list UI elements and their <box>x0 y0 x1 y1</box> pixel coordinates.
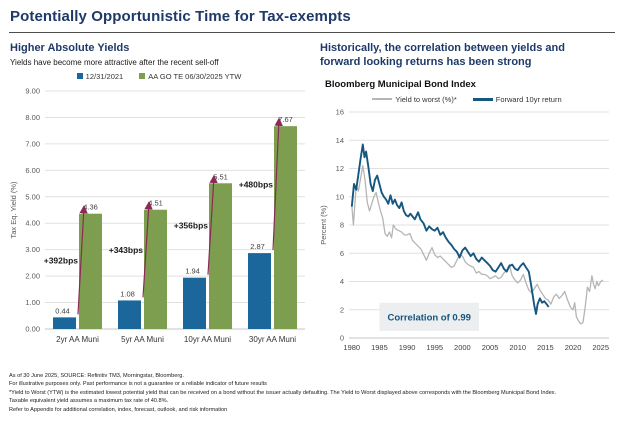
svg-text:1.00: 1.00 <box>25 298 40 307</box>
svg-text:12: 12 <box>336 164 344 173</box>
footnotes: As of 30 June 2025, SOURCE: Refinitiv TM… <box>9 372 615 415</box>
svg-text:2yr AA Muni: 2yr AA Muni <box>56 335 99 344</box>
svg-text:5yr AA Muni: 5yr AA Muni <box>121 335 164 344</box>
svg-text:+343bps: +343bps <box>109 245 144 255</box>
svg-text:2015: 2015 <box>537 343 554 352</box>
legend-swatch-blue <box>76 73 83 80</box>
svg-text:30yr AA Muni: 30yr AA Muni <box>249 335 296 344</box>
svg-text:Correlation of 0.99: Correlation of 0.99 <box>388 312 471 323</box>
legend-label-yield-to-worst: Yield to worst (%)* <box>395 94 457 104</box>
legend-swatch-green <box>139 73 146 80</box>
svg-text:2000: 2000 <box>454 343 471 352</box>
left-panel-heading: Higher Absolute Yields <box>10 42 130 54</box>
svg-text:2010: 2010 <box>509 343 526 352</box>
svg-text:6: 6 <box>340 248 344 257</box>
svg-text:4: 4 <box>340 277 344 286</box>
svg-text:9.00: 9.00 <box>25 86 40 95</box>
svg-text:2.00: 2.00 <box>25 271 40 280</box>
legend-swatch-gray-line <box>372 98 393 100</box>
svg-text:8: 8 <box>340 220 344 229</box>
svg-text:+392bps: +392bps <box>44 255 79 265</box>
svg-text:5.51: 5.51 <box>213 172 228 181</box>
footnote-line: *Yield to Worst (YTW) is the estimated l… <box>9 389 557 396</box>
left-panel-subheading: Yields have become more attractive after… <box>10 57 219 67</box>
svg-text:Tax Eq. Yield (%): Tax Eq. Yield (%) <box>9 181 18 239</box>
svg-text:4.36: 4.36 <box>83 202 98 211</box>
svg-text:2.87: 2.87 <box>250 242 265 251</box>
svg-text:1980: 1980 <box>343 343 360 352</box>
legend-item-ytw-line: Yield to worst (%)* <box>372 94 457 104</box>
svg-text:2025: 2025 <box>592 343 609 352</box>
svg-text:4.51: 4.51 <box>148 198 163 207</box>
svg-text:1990: 1990 <box>399 343 416 352</box>
line-chart-canvas: 0 2 4 6 8 10 12 14 16 1980 1985 1990 1995 2000 2005 201… <box>319 107 609 352</box>
svg-text:0.44: 0.44 <box>55 306 70 315</box>
svg-text:16: 16 <box>336 107 344 116</box>
svg-text:7.67: 7.67 <box>278 115 293 124</box>
bar-chart-canvas: 0.00 1.00 2.00 3.00 4.00 5.00 6.00 7.00 8.00 9.00… <box>9 86 305 344</box>
svg-text:3.00: 3.00 <box>25 245 40 254</box>
footnote-line: For illustrative purposes only. Past per… <box>9 381 267 388</box>
right-panel: Historically, the correlation between yi… <box>319 35 615 365</box>
legend-item-forward-return: Forward 10yr return <box>472 94 562 104</box>
footnote-line: Refer to Appendix for additional correla… <box>9 407 228 414</box>
svg-text:+356bps: +356bps <box>174 220 209 230</box>
svg-text:2005: 2005 <box>482 343 499 352</box>
legend-item-2021: 12/31/2021 <box>76 71 124 81</box>
svg-text:7.00: 7.00 <box>25 139 40 148</box>
line-chart-title: Bloomberg Municipal Bond Index <box>325 78 476 90</box>
legend-label-forward-return: Forward 10yr return <box>495 94 562 104</box>
svg-text:1.08: 1.08 <box>120 289 135 298</box>
svg-text:0.00: 0.00 <box>25 324 40 333</box>
svg-text:1985: 1985 <box>371 343 388 352</box>
svg-text:8.00: 8.00 <box>25 113 40 122</box>
title-divider <box>9 32 615 33</box>
right-panel-heading: Historically, the correlation between yi… <box>320 42 565 68</box>
svg-text:2020: 2020 <box>565 343 582 352</box>
svg-text:Percent (%): Percent (%) <box>319 204 328 244</box>
legend-swatch-blue-line <box>472 97 493 101</box>
svg-text:0: 0 <box>340 333 344 342</box>
svg-text:10yr AA Muni: 10yr AA Muni <box>184 335 231 344</box>
svg-text:10: 10 <box>336 192 344 201</box>
left-panel: Higher Absolute Yields Yields have becom… <box>9 35 309 365</box>
bar-chart-legend: 12/31/2021 AA GO TE 06/30/2025 YTW <box>9 72 309 81</box>
line-chart-legend: Yield to worst (%)* Forward 10yr return <box>319 95 615 104</box>
legend-label-2021: 12/31/2021 <box>85 71 124 81</box>
svg-text:4.00: 4.00 <box>25 218 40 227</box>
legend-label-ytw: AA GO TE 06/30/2025 YTW <box>148 71 242 81</box>
svg-text:1995: 1995 <box>426 343 443 352</box>
svg-text:+480bps: +480bps <box>239 179 274 189</box>
svg-text:14: 14 <box>336 135 344 144</box>
content-columns: Higher Absolute Yields Yields have becom… <box>9 35 615 365</box>
legend-item-ytw: AA GO TE 06/30/2025 YTW <box>139 72 241 81</box>
svg-text:6.00: 6.00 <box>25 166 40 175</box>
footnote-line: As of 30 June 2025, SOURCE: Refinitiv TM… <box>9 372 184 379</box>
svg-text:5.00: 5.00 <box>25 192 40 201</box>
svg-text:1.94: 1.94 <box>185 266 200 275</box>
footnote-line: Taxable equivalent yield assumes a maxim… <box>9 398 169 405</box>
page-title: Potentially Opportunistic Time for Tax-e… <box>10 8 351 25</box>
svg-text:2: 2 <box>340 305 344 314</box>
